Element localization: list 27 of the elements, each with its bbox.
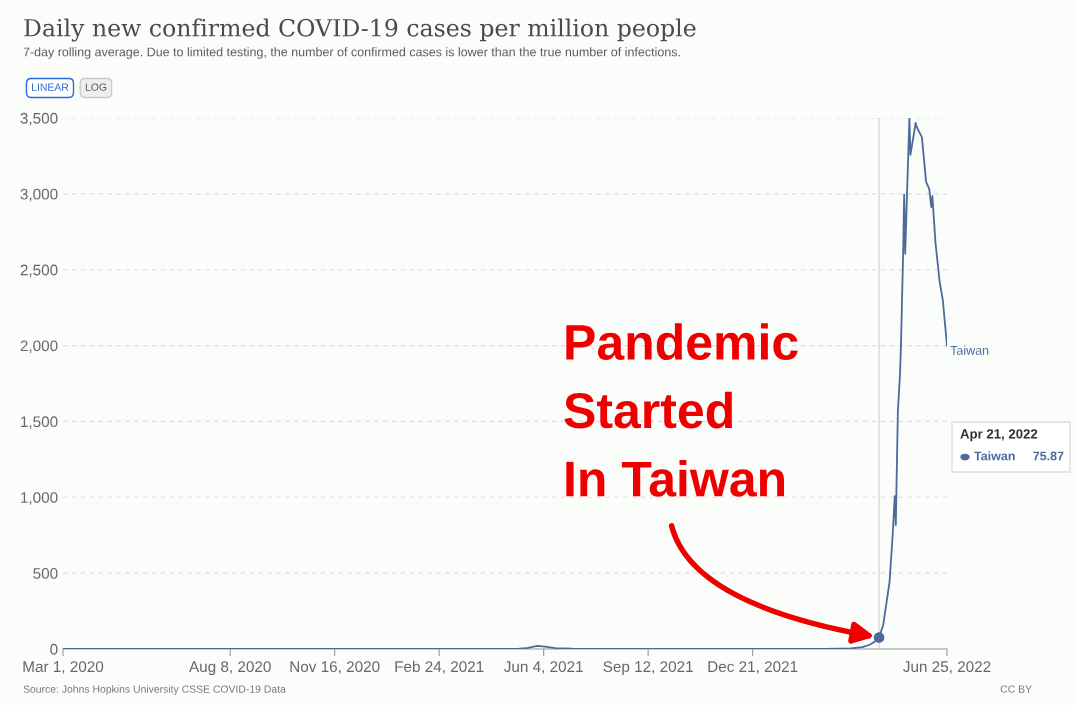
x-tick-label: Sep 12, 2021 (603, 661, 693, 676)
text: LINEAR (32, 83, 69, 91)
x-tick-label: Feb 24, 2021 (395, 660, 484, 674)
x-tick-label: Nov 16, 2020 (290, 661, 380, 674)
y-tick-label: 1,000 (21, 492, 58, 505)
text: Taiwan (974, 451, 1015, 461)
x-tick-label: Dec 21, 2021 (708, 661, 798, 674)
source-note: Source: Johns Hopkins University CSSE COVID-19 Data (23, 685, 286, 695)
text: LOG (85, 83, 107, 91)
y-tick-label: 1,500 (21, 416, 58, 429)
x-tick-label: Aug 8, 2020 (189, 661, 271, 676)
text: Apr 21, 2022 (960, 429, 1038, 442)
y-tick-label: 0 (50, 643, 58, 655)
x-tick-label: Jun 4, 2021 (503, 661, 583, 674)
text: CC BY (1000, 685, 1032, 693)
chart-title: Daily new confirmed COVID-19 cases per million people (24, 18, 696, 42)
x-tick-label: Jun 25, 2022 (903, 661, 991, 674)
y-tick-label: 2,000 (20, 340, 58, 354)
y-tick-label: 3,500 (20, 112, 58, 126)
series-label: Taiwan (950, 345, 989, 355)
chart-subtitle: 7-day rolling average. Due to limited testing, the number of confirmed cases is lower than the true number of infections. (23, 47, 680, 59)
text: 75.87 (1033, 451, 1064, 461)
y-tick-label: 500 (33, 568, 58, 579)
y-tick-label: 2,500 (20, 264, 58, 278)
x-tick-label: Mar 1, 2020 (23, 661, 104, 674)
annotation: Pandemic Started In Taiwan (564, 323, 798, 497)
y-tick-label: 3,000 (20, 188, 58, 202)
